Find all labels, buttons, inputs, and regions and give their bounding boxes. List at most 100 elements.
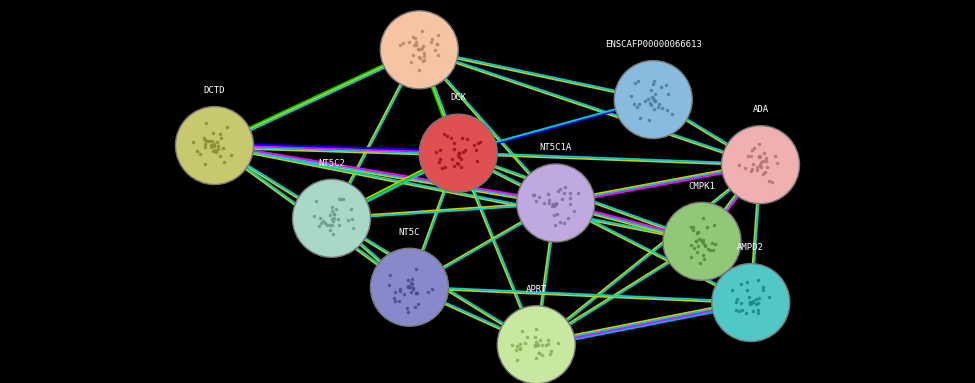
Point (728, 299, 744, 305)
Point (751, 153, 766, 159)
Point (196, 135, 212, 141)
Point (526, 192, 541, 198)
Point (407, 42, 422, 48)
Point (410, 46, 426, 52)
Point (189, 147, 205, 154)
Point (411, 67, 427, 73)
Point (391, 298, 407, 304)
Point (450, 161, 466, 167)
Point (415, 50, 431, 56)
Point (659, 107, 675, 113)
Point (644, 102, 659, 108)
Point (444, 156, 459, 162)
Point (207, 147, 222, 154)
Point (745, 298, 760, 304)
Point (333, 196, 349, 202)
Point (405, 281, 420, 287)
Point (623, 93, 639, 99)
Point (685, 228, 701, 234)
Point (756, 287, 771, 293)
Point (528, 355, 544, 361)
Point (743, 153, 759, 159)
Point (406, 52, 421, 59)
Point (429, 41, 445, 47)
Point (392, 288, 408, 295)
Point (688, 238, 704, 244)
Point (454, 135, 470, 141)
Text: ENSCAFP00000066613: ENSCAFP00000066613 (604, 40, 702, 49)
Text: APRT: APRT (526, 285, 547, 294)
Point (550, 339, 566, 345)
Point (650, 104, 666, 110)
Point (550, 188, 566, 194)
Point (704, 240, 720, 246)
Point (743, 300, 759, 306)
Point (402, 284, 417, 290)
Point (412, 55, 428, 61)
Point (685, 224, 701, 230)
Point (306, 213, 322, 219)
Point (751, 307, 766, 313)
Point (332, 196, 347, 202)
Point (326, 211, 341, 218)
Point (750, 164, 765, 170)
Point (526, 334, 542, 340)
Point (395, 40, 410, 46)
Point (744, 147, 760, 153)
Point (683, 242, 699, 249)
Point (207, 143, 222, 149)
Point (728, 307, 744, 313)
Point (757, 169, 772, 175)
Point (197, 144, 213, 150)
Point (326, 218, 341, 224)
Point (544, 203, 560, 209)
Point (520, 334, 535, 340)
Point (213, 131, 228, 137)
Point (323, 227, 338, 233)
Point (752, 152, 767, 159)
Point (683, 224, 699, 230)
Point (692, 260, 708, 266)
Point (211, 142, 226, 149)
Point (748, 296, 763, 302)
Point (324, 222, 339, 228)
Point (729, 296, 745, 303)
Point (386, 295, 402, 301)
Point (547, 212, 563, 218)
Point (392, 41, 408, 47)
Point (223, 152, 239, 158)
Point (740, 152, 756, 159)
Point (534, 352, 550, 358)
Point (343, 206, 359, 212)
Point (451, 150, 467, 156)
Point (706, 247, 722, 253)
Point (469, 158, 485, 164)
Text: DCK: DCK (450, 93, 466, 103)
Point (432, 147, 448, 154)
Point (308, 198, 324, 204)
Point (546, 203, 562, 210)
Point (690, 229, 706, 235)
Point (760, 164, 775, 170)
Point (638, 98, 653, 104)
Point (687, 238, 703, 244)
Point (452, 164, 468, 170)
Point (472, 139, 488, 145)
Point (504, 342, 520, 348)
Point (197, 141, 213, 147)
Point (546, 200, 562, 206)
Point (653, 84, 669, 90)
Point (647, 98, 663, 104)
Point (526, 192, 542, 198)
Point (755, 158, 770, 164)
Point (402, 39, 417, 45)
Point (439, 133, 454, 139)
Point (415, 58, 431, 64)
Point (695, 252, 711, 258)
Point (409, 290, 424, 296)
Point (744, 167, 760, 173)
Ellipse shape (517, 164, 595, 242)
Point (530, 342, 546, 348)
Point (552, 186, 567, 192)
Point (761, 294, 777, 300)
